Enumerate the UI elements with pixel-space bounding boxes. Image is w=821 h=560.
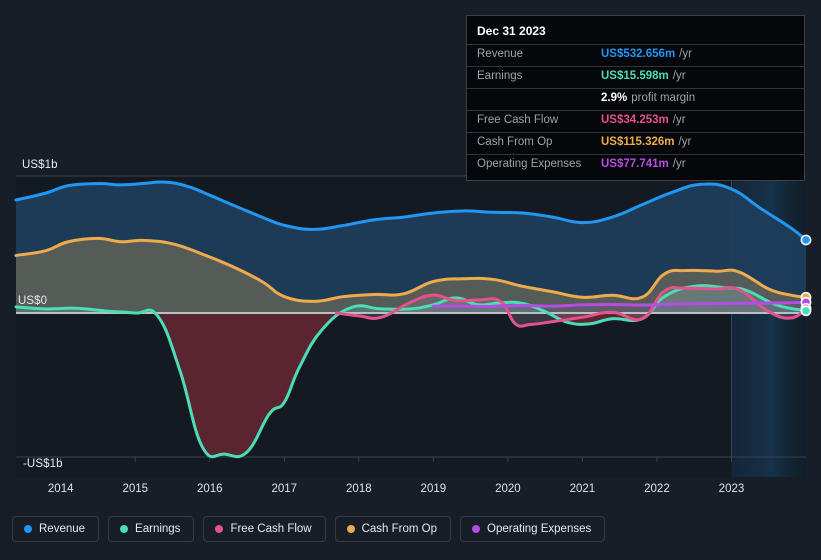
tooltip-row-cash-from-op: Cash From Op US$115.326m/yr	[467, 132, 804, 154]
legend-item-label: Operating Expenses	[487, 523, 592, 535]
legend-item-cash-from-op[interactable]: Cash From Op	[334, 516, 452, 542]
x-axis-tick-2023: 2023	[718, 483, 745, 495]
tooltip-row-revenue: Revenue US$532.656m/yr	[467, 44, 804, 66]
tooltip-row-suffix: /yr	[679, 48, 692, 60]
tooltip-row-value: US$34.253m	[601, 114, 669, 126]
x-axis-tick-2016: 2016	[196, 483, 223, 495]
tooltip-row-label: Free Cash Flow	[477, 114, 559, 126]
endpoint-marker-revenue	[800, 234, 812, 246]
endpoint-marker-earnings	[800, 305, 812, 317]
x-axis-tick-2019: 2019	[420, 483, 447, 495]
tooltip-row-label: Revenue	[477, 48, 524, 60]
x-axis-tick-2015: 2015	[122, 483, 149, 495]
data-tooltip: Dec 31 2023 Revenue US$532.656m/yr Earning…	[466, 15, 805, 181]
series-line-free-cash-flow	[334, 285, 808, 328]
x-axis-tick-2021: 2021	[569, 483, 596, 495]
legend-swatch-icon	[120, 525, 129, 533]
x-axis-tick-2014: 2014	[47, 483, 74, 495]
y-axis-label-bottom: -US$1b	[23, 458, 63, 470]
tooltip-row-value: US$77.741m	[601, 158, 669, 170]
chart-legend[interactable]: Revenue Earnings Free Cash Flow Cash From O…	[12, 516, 606, 542]
legend-item-revenue[interactable]: Revenue	[12, 516, 100, 542]
tooltip-date: Dec 31 2023	[477, 24, 546, 38]
legend-item-earnings[interactable]: Earnings	[108, 516, 195, 542]
free-cash-flow-area-fill	[336, 287, 806, 327]
series-line-operating-expenses	[431, 300, 808, 308]
y-axis-label-top: US$1b	[22, 159, 58, 171]
y-axis-label-zero: US$0	[18, 295, 48, 307]
tooltip-row-profit-margin: 2.9% profit margin	[467, 88, 804, 110]
legend-swatch-icon	[215, 525, 224, 533]
tooltip-row-suffix: /yr	[672, 158, 686, 170]
series-line-cash-from-op	[14, 236, 808, 303]
tooltip-row-value: 2.9%	[601, 92, 628, 104]
legend-item-free-cash-flow[interactable]: Free Cash Flow	[203, 516, 326, 542]
tooltip-rows: Revenue US$532.656m/yr Earnings US$15.598m /…	[467, 44, 804, 176]
tooltip-row-operating-expenses: Operating Expenses US$77.741m/yr	[467, 154, 804, 176]
tooltip-row-suffix: profit margin	[631, 92, 696, 104]
legend-item-label: Earnings	[135, 523, 181, 535]
x-axis-tick-2017: 2017	[271, 483, 298, 495]
series-line-revenue	[14, 180, 808, 242]
tooltip-row-value: US$532.656m	[601, 48, 676, 60]
tooltip-row-value: US$115.326m	[601, 136, 675, 148]
legend-swatch-icon	[24, 525, 32, 533]
x-axis-tick-2020: 2020	[495, 483, 521, 495]
tooltip-row-free-cash-flow: Free Cash Flow US$34.253m/yr	[467, 110, 804, 132]
legend-swatch-icon	[472, 525, 481, 533]
legend-item-operating-expenses[interactable]: Operating Expenses	[460, 516, 606, 542]
tooltip-row-label: Operating Expenses	[477, 158, 582, 170]
x-axis-tick-2018: 2018	[346, 483, 372, 495]
legend-item-label: Cash From Op	[361, 523, 438, 535]
tooltip-row-value: US$15.598m	[601, 70, 669, 82]
tooltip-row-earnings: Earnings US$15.598m/yr	[467, 66, 804, 88]
plot-svg	[14, 175, 812, 477]
x-axis-tick-2022: 2022	[644, 483, 670, 495]
plot-area[interactable]: US$1b US$0 -US$1b 2014 2015 2016 2017 2018 20…	[0, 0, 821, 500]
legend-swatch-icon	[346, 525, 355, 533]
tooltip-row-suffix: /yr	[672, 70, 686, 82]
tooltip-row-label: Cash From Op	[477, 136, 553, 148]
tooltip-row-suffix: /yr	[678, 136, 692, 148]
tooltip-row-suffix: /yr	[672, 114, 686, 126]
earnings-negative-fill	[16, 313, 806, 457]
legend-item-label: Revenue	[39, 523, 86, 535]
tooltip-row-label: Earnings	[477, 70, 523, 82]
legend-item-label: Free Cash Flow	[230, 523, 312, 535]
cash-from-op-area-fill	[16, 238, 806, 313]
